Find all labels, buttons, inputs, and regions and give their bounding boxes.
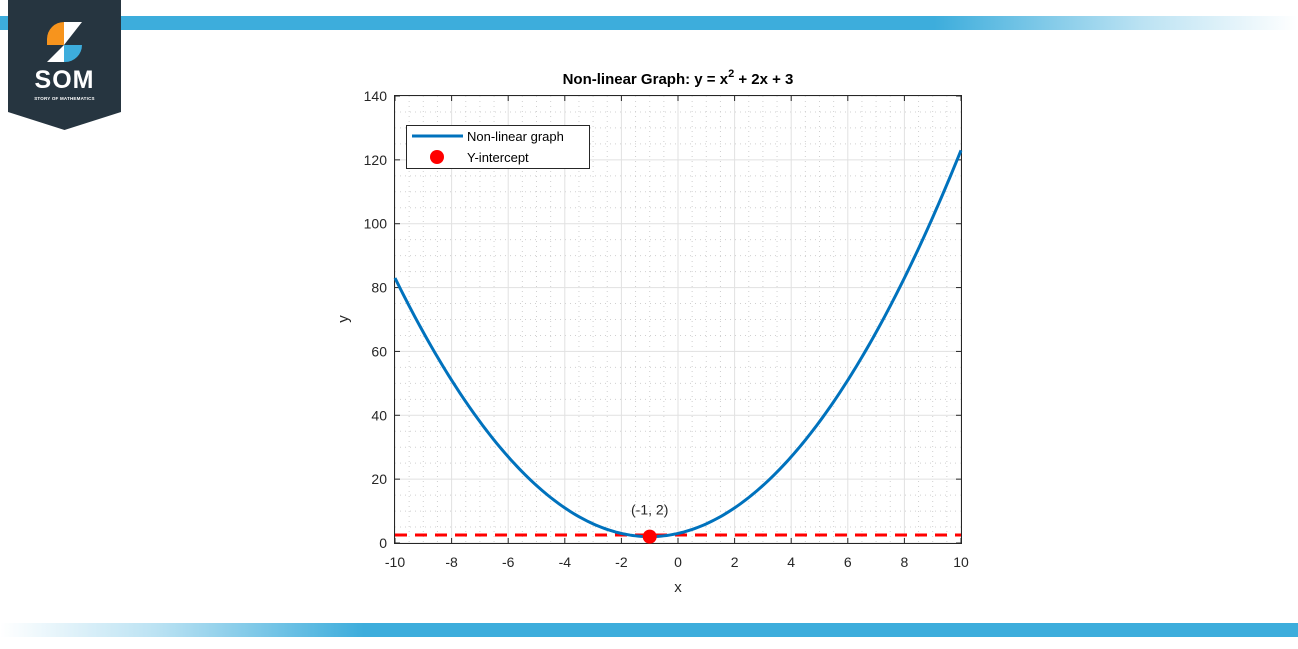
y-tick-label: 80 — [371, 280, 387, 296]
vertex-annotation: (-1, 2) — [631, 502, 668, 518]
y-axis-label: y — [335, 315, 352, 323]
som-logo-badge — [8, 0, 121, 130]
y-tick-label: 100 — [364, 216, 388, 232]
legend-dot-swatch — [430, 150, 444, 164]
y-tick-label: 60 — [371, 343, 387, 359]
y-tick-label: 140 — [364, 88, 388, 104]
axis-ticks — [394, 95, 962, 544]
x-tick-label: -6 — [502, 554, 515, 570]
x-tick-label: 6 — [844, 554, 852, 570]
y-tick-label: 0 — [379, 535, 387, 551]
x-tick-label: 4 — [787, 554, 795, 570]
logo-subtitle: STORY OF MATHEMATICS — [34, 96, 95, 101]
x-tick-label: -4 — [559, 554, 572, 570]
legend: Non-linear graph Y-intercept — [406, 125, 590, 169]
legend-item-yintercept: Y-intercept — [467, 150, 529, 165]
y-tick-label: 120 — [364, 152, 388, 168]
x-tick-labels: -10 -8 -6 -4 -2 0 2 4 6 8 10 — [385, 554, 969, 570]
x-tick-label: -10 — [385, 554, 405, 570]
y-tick-label: 20 — [371, 471, 387, 487]
x-axis-label: x — [674, 579, 682, 596]
footer-stripe — [0, 623, 1298, 637]
x-tick-label: 0 — [674, 554, 682, 570]
x-tick-label: -2 — [615, 554, 628, 570]
plot-area-frame — [394, 95, 962, 544]
y-tick-label: 40 — [371, 407, 387, 423]
x-tick-label: 10 — [953, 554, 969, 570]
som-logo-icon — [47, 22, 82, 62]
nonlinear-curve — [393, 149, 963, 539]
chart-title: Non-linear Graph: y = x2 + 2x + 3 — [563, 68, 794, 88]
y-intercept-point — [642, 529, 657, 544]
legend-item-nonlinear: Non-linear graph — [467, 129, 564, 144]
logo-text: SOM — [34, 66, 95, 94]
x-tick-label: 2 — [731, 554, 739, 570]
y-tick-labels: 0 20 40 60 80 100 120 140 — [364, 88, 388, 551]
x-tick-label: -8 — [445, 554, 458, 570]
header-stripe — [0, 16, 1298, 30]
x-tick-label: 8 — [901, 554, 909, 570]
